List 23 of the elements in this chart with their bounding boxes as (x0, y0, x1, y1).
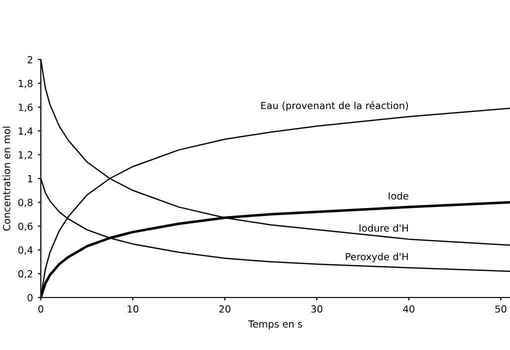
x-tick-label: 40 (403, 305, 414, 313)
x-tick-label: 10 (128, 305, 138, 313)
y-tick-label: 1,2 (18, 151, 32, 160)
y-tick-label: 0,4 (18, 246, 33, 255)
y-tick-label: 1,6 (18, 104, 33, 112)
y-tick-label: 0,2 (18, 270, 32, 279)
y-tick-label: 1,8 (18, 80, 32, 88)
y-tick-label: 0 (28, 294, 33, 302)
x-tick-label: 0 (38, 305, 44, 313)
y-tick-label: 1,4 (18, 128, 33, 136)
series-label: Iode (388, 192, 408, 200)
y-tick-label: 0,8 (18, 198, 32, 208)
x-tick-label: 50 (495, 305, 506, 313)
y-tick-label: 2 (28, 56, 32, 64)
y-axis-title: Concentration en mol (2, 126, 10, 231)
y-tick-label: 0,6 (18, 222, 33, 231)
series-label: Iodure d'H (360, 224, 408, 232)
y-tick-label: 1 (28, 175, 32, 182)
x-tick-label: 30 (311, 305, 322, 313)
series-label: Eau (provenant de la réaction) (261, 101, 408, 112)
x-axis-title: Temps en s (248, 320, 302, 330)
series-label: Peroxyde d'H (346, 252, 408, 262)
x-tick-label: 20 (219, 305, 230, 313)
